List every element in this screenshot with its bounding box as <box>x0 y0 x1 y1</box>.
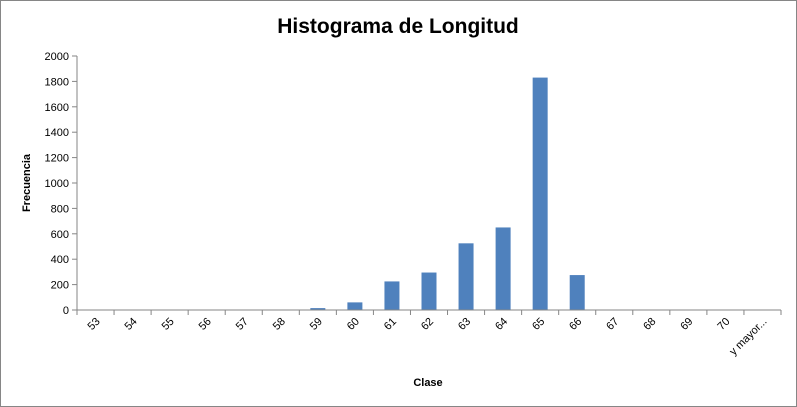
x-tick-label-6: 59 <box>308 316 325 333</box>
x-tick-label-9: 62 <box>419 316 436 333</box>
x-tick-label-16: 69 <box>678 316 695 333</box>
y-axis-title: Frecuencia <box>21 153 33 212</box>
x-tick-label-18: y mayor... <box>727 316 769 358</box>
x-tick-label-4: 57 <box>234 316 251 333</box>
y-tick-label-8: 1600 <box>45 102 69 114</box>
chart-title: Histograma de Longitud <box>277 15 519 38</box>
x-tick-label-2: 55 <box>160 316 177 333</box>
bar-66 <box>569 275 585 310</box>
y-tick-label-2: 400 <box>51 254 69 266</box>
y-tick-label-1: 200 <box>51 280 69 292</box>
y-tick-label-7: 1400 <box>45 127 69 139</box>
y-tick-label-3: 600 <box>51 229 69 241</box>
bar-59 <box>310 308 326 310</box>
bar-62 <box>421 272 437 310</box>
x-tick-label-17: 70 <box>715 316 732 333</box>
x-tick-label-11: 64 <box>493 316 510 333</box>
bar-63 <box>458 243 474 310</box>
bars <box>310 77 585 310</box>
y-tick-label-6: 1200 <box>45 153 69 165</box>
x-tick-label-1: 54 <box>123 316 140 333</box>
bar-65 <box>532 77 548 310</box>
x-tick-label-14: 67 <box>604 316 621 333</box>
y-tick-label-5: 1000 <box>45 178 69 190</box>
bar-60 <box>347 302 363 310</box>
y-tick-label-10: 2000 <box>45 51 69 63</box>
x-tick-label-5: 58 <box>271 316 288 333</box>
y-tick-label-4: 800 <box>51 203 69 215</box>
x-tick-label-12: 65 <box>530 316 547 333</box>
x-tick-label-13: 66 <box>567 316 584 333</box>
bar-64 <box>495 227 511 310</box>
y-axis-ticks: 0 200 400 600 800 1000 1200 1400 1600 1800 2000 <box>45 51 77 317</box>
x-axis-ticks: 53 54 55 56 57 58 59 60 61 62 63 64 65 66 67 68 69 70y ma… <box>76 310 782 358</box>
bar-61 <box>384 281 400 310</box>
x-tick-label-7: 60 <box>345 316 362 333</box>
x-tick-label-10: 63 <box>456 316 473 333</box>
x-tick-label-8: 61 <box>382 316 399 333</box>
x-tick-label-15: 68 <box>641 316 658 333</box>
y-tick-label-9: 1800 <box>45 76 69 88</box>
x-axis-title: Clase <box>413 377 442 389</box>
x-tick-label-0: 53 <box>86 316 103 333</box>
x-tick-label-3: 56 <box>197 316 214 333</box>
y-tick-label-0: 0 <box>63 305 69 317</box>
